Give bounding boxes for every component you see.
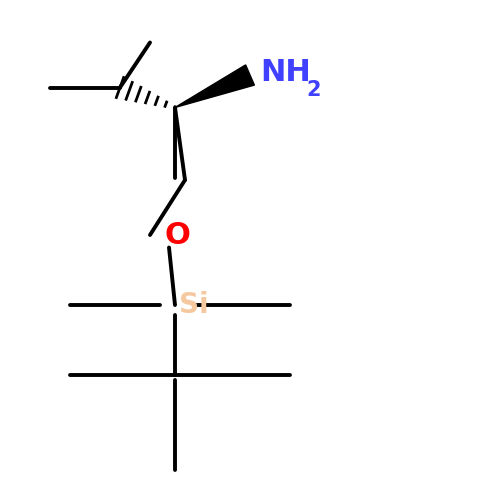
Text: Si: Si bbox=[179, 291, 208, 319]
Polygon shape bbox=[175, 65, 254, 108]
Text: 2: 2 bbox=[306, 80, 320, 100]
Text: O: O bbox=[164, 220, 190, 250]
Text: NH: NH bbox=[260, 58, 311, 87]
